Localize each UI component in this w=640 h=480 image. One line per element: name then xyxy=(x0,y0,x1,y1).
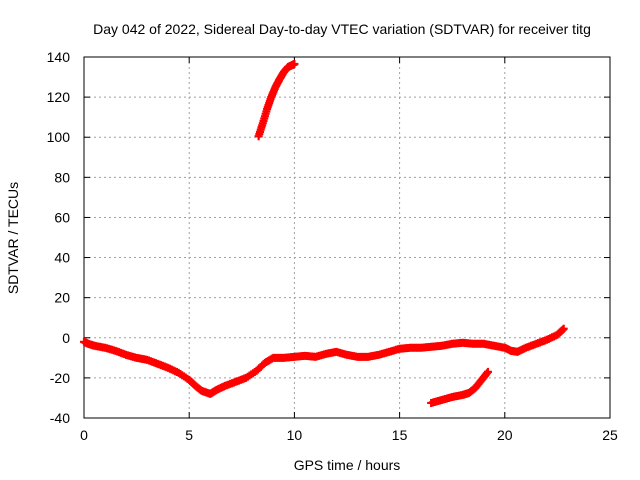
y-tick-label: 120 xyxy=(47,89,71,105)
series-upper-arc xyxy=(254,60,299,141)
x-tick-label: 20 xyxy=(497,427,513,443)
y-tick-label: 100 xyxy=(47,129,71,145)
plot-frame xyxy=(83,56,611,419)
data-point xyxy=(483,367,492,376)
x-tick-label: 0 xyxy=(80,427,88,443)
y-tick-label: 40 xyxy=(54,250,70,266)
x-tick-label: 5 xyxy=(185,427,193,443)
x-axis-title: GPS time / hours xyxy=(294,457,401,473)
y-tick-label: -20 xyxy=(50,370,70,386)
y-tick-label: 20 xyxy=(54,290,70,306)
data-point xyxy=(290,60,299,69)
y-tick-label: 140 xyxy=(47,49,71,65)
data-series xyxy=(80,60,568,407)
y-tick-label: 60 xyxy=(54,209,70,225)
y-tick-label: 80 xyxy=(54,169,70,185)
series-main xyxy=(80,324,568,398)
x-tick-label: 15 xyxy=(392,427,408,443)
series-lower-arc xyxy=(427,367,492,407)
y-tick-label: 0 xyxy=(62,330,70,346)
x-tick-label: 25 xyxy=(602,427,618,443)
x-tick-label: 10 xyxy=(287,427,303,443)
y-axis-title: SDTVAR / TECUs xyxy=(5,182,21,294)
data-point xyxy=(559,324,568,333)
y-tick-label: -40 xyxy=(50,410,70,426)
axis-ticks: 0 5 10 15 20 25 -40 -20 0 20 40 60 80 100 120 140 xyxy=(47,49,618,443)
chart-title: Day 042 of 2022, Sidereal Day-to-day VTE… xyxy=(93,21,591,37)
